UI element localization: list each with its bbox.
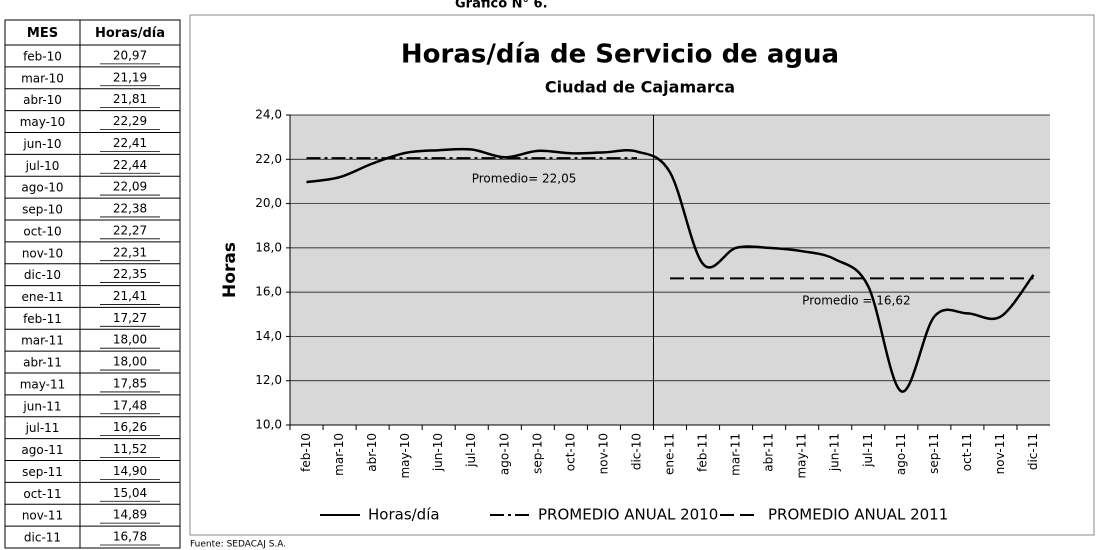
caption: Gráfico N° 6. — [455, 0, 548, 12]
source: Fuente: SEDACAJ S.A. — [190, 540, 286, 550]
plot-area — [290, 115, 1050, 425]
table-cell: 21,81 — [113, 92, 147, 106]
x-tick-label: oct-11 — [960, 433, 974, 471]
table-cell: 21,41 — [113, 289, 147, 303]
table-cell: jun-11 — [22, 399, 61, 413]
x-tick-label: jul-11 — [861, 433, 875, 468]
table-cell: abr-10 — [23, 93, 62, 107]
annotation: Promedio= 22,05 — [472, 172, 577, 186]
table-cell: mar-10 — [21, 71, 64, 85]
x-tick-label: sep-11 — [927, 433, 941, 474]
y-tick-label: 14,0 — [255, 329, 282, 343]
x-tick-label: nov-11 — [993, 433, 1007, 474]
table-cell: oct-11 — [23, 487, 61, 501]
table-cell: mar-11 — [21, 334, 64, 348]
x-tick-label: jul-10 — [464, 433, 478, 468]
table-cell: may-10 — [20, 115, 66, 129]
table-cell: feb-10 — [23, 49, 62, 63]
legend-label: Horas/día — [368, 506, 440, 524]
legend-label: PROMEDIO ANUAL 2010 — [538, 506, 718, 524]
table-cell: feb-11 — [23, 312, 62, 326]
x-tick-label: sep-10 — [530, 433, 544, 474]
x-tick-label: nov-10 — [596, 433, 610, 474]
table-cell: 22,09 — [113, 180, 147, 194]
x-tick-label: dic-10 — [629, 433, 643, 470]
table-cell: 16,26 — [113, 420, 147, 434]
x-tick-label: oct-10 — [563, 433, 577, 471]
table-cell: 22,41 — [113, 136, 147, 150]
table-cell: 17,27 — [113, 311, 147, 325]
table-cell: 15,04 — [113, 486, 147, 500]
y-tick-label: 24,0 — [255, 108, 282, 122]
table-cell: 22,29 — [113, 114, 147, 128]
table-header: MES — [27, 26, 58, 41]
table-cell: abr-11 — [23, 356, 62, 370]
table-cell: dic-11 — [24, 531, 61, 545]
x-tick-label: abr-11 — [762, 433, 776, 472]
table-cell: ago-11 — [21, 443, 63, 457]
table-cell: sep-10 — [22, 203, 63, 217]
table-cell: 22,38 — [113, 202, 147, 216]
table-cell: jul-11 — [25, 421, 60, 435]
y-tick-label: 12,0 — [255, 373, 282, 387]
table-cell: 18,00 — [113, 355, 147, 369]
table-cell: 21,19 — [113, 70, 147, 84]
y-axis-label: Horas — [220, 242, 240, 298]
legend-label: PROMEDIO ANUAL 2011 — [768, 506, 948, 524]
x-tick-label: may-11 — [795, 433, 809, 479]
y-tick-label: 16,0 — [255, 285, 282, 299]
x-tick-label: abr-10 — [365, 433, 379, 472]
series-line — [306, 147, 1035, 393]
x-tick-label: may-10 — [398, 433, 412, 479]
table-cell: ene-11 — [22, 290, 64, 304]
y-tick-label: 18,0 — [255, 240, 282, 254]
y-tick-label: 10,0 — [255, 418, 282, 432]
x-tick-label: mar-11 — [729, 433, 743, 476]
table-cell: 17,85 — [113, 376, 147, 390]
y-tick-label: 22,0 — [255, 152, 282, 166]
table-cell: oct-10 — [23, 224, 61, 238]
table-cell: 17,48 — [113, 398, 147, 412]
table-cell: nov-10 — [22, 246, 63, 260]
x-tick-label: feb-10 — [299, 433, 313, 472]
table-cell: 11,52 — [113, 442, 147, 456]
x-tick-label: jun-11 — [828, 433, 842, 472]
table-cell: 18,00 — [113, 333, 147, 347]
table-cell: 22,44 — [113, 158, 147, 172]
table-cell: 22,35 — [113, 267, 147, 281]
table-cell: nov-11 — [22, 509, 63, 523]
y-tick-label: 20,0 — [255, 196, 282, 210]
table-cell: 14,89 — [113, 508, 147, 522]
annotation: Promedio = 16,62 — [802, 294, 910, 308]
table-cell: 22,27 — [113, 223, 147, 237]
x-tick-label: jun-10 — [431, 433, 445, 472]
table-cell: 14,90 — [113, 464, 147, 478]
table-cell: 16,78 — [113, 530, 147, 544]
x-tick-label: ene-11 — [663, 433, 677, 475]
table-header: Horas/día — [95, 26, 165, 41]
x-tick-label: dic-11 — [1026, 433, 1040, 470]
chart-subtitle: Ciudad de Cajamarca — [545, 78, 735, 97]
x-tick-label: mar-10 — [332, 433, 346, 476]
table-frame — [4, 19, 181, 549]
x-tick-label: ago-10 — [497, 433, 511, 475]
x-tick-label: ago-11 — [894, 433, 908, 475]
table-cell: 22,31 — [113, 245, 147, 259]
x-tick-label: feb-11 — [696, 433, 710, 472]
table-cell: dic-10 — [24, 268, 61, 282]
table-cell: sep-11 — [22, 465, 63, 479]
table-cell: jul-10 — [25, 159, 60, 173]
chart-title: Horas/día de Servicio de agua — [401, 40, 839, 70]
table-cell: jun-10 — [22, 137, 61, 151]
table-cell: may-11 — [20, 377, 66, 391]
table-cell: ago-10 — [21, 181, 63, 195]
table-cell: 20,97 — [113, 48, 147, 62]
